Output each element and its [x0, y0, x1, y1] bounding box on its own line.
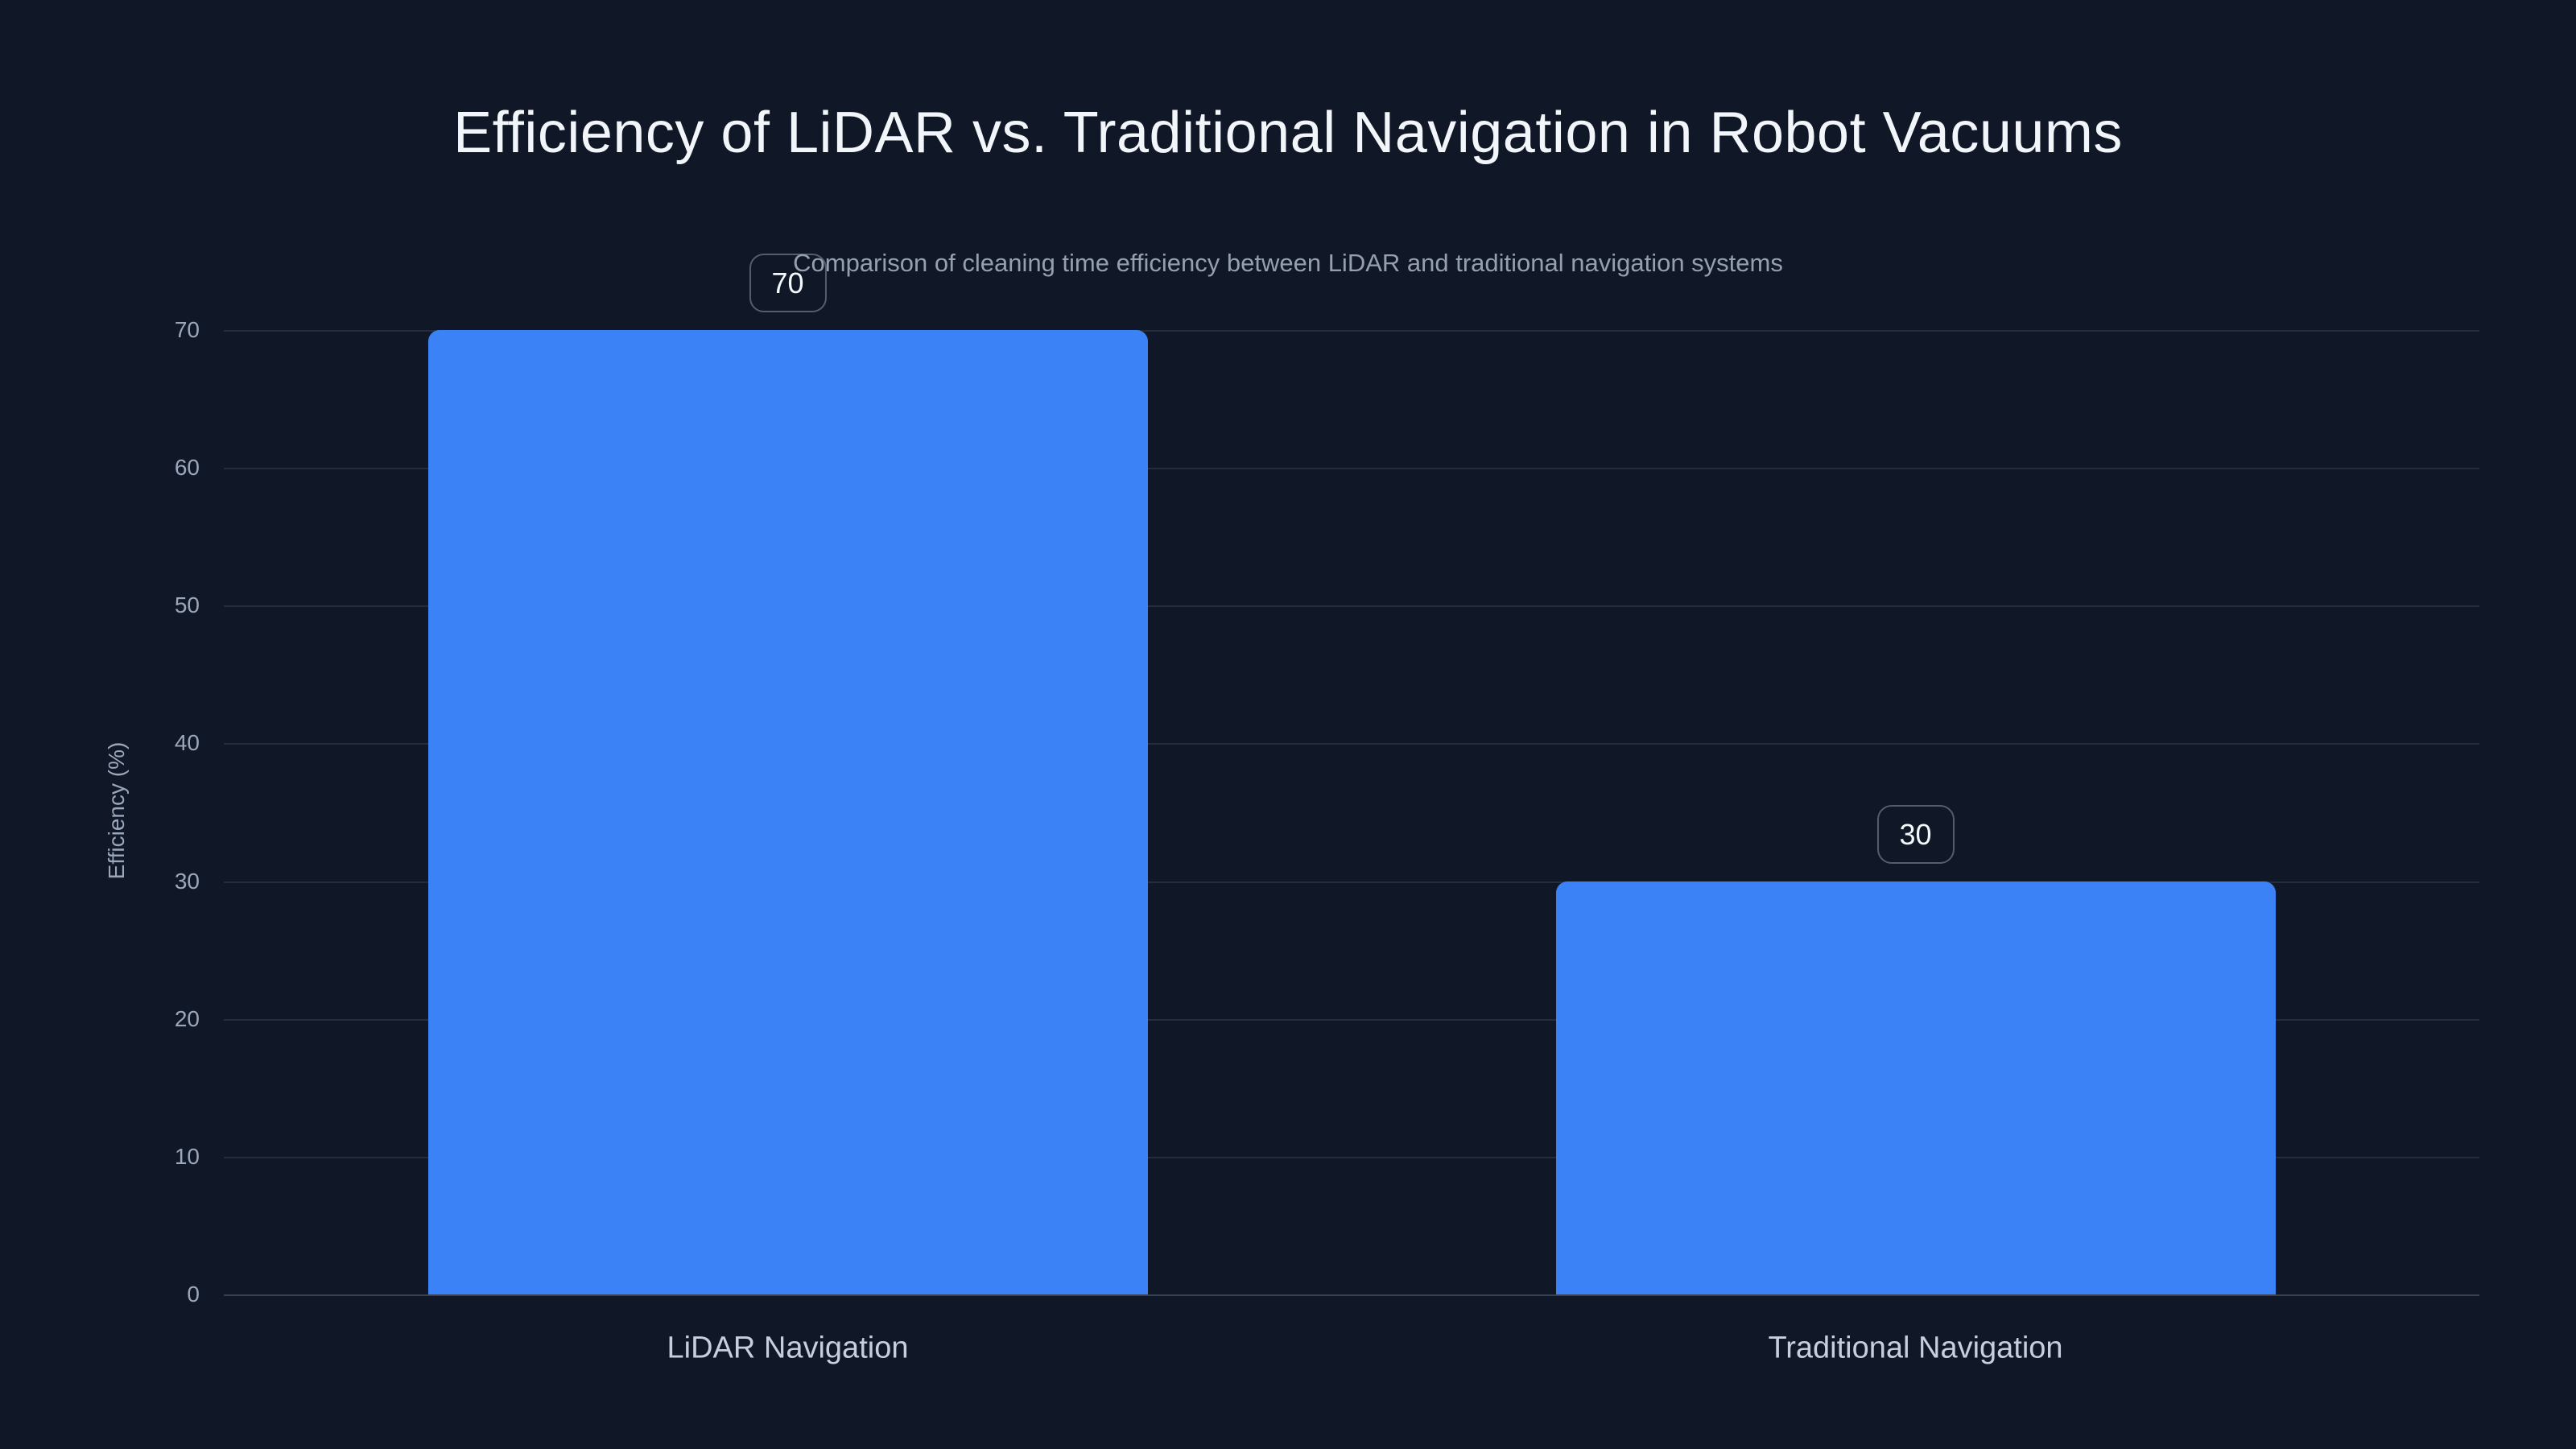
- gridline-y-60: [224, 468, 2479, 470]
- y-tick-label-30: 30: [174, 868, 200, 894]
- gridline-y-40: [224, 743, 2479, 745]
- gridline-y-30: [224, 881, 2479, 883]
- gridline-y-50: [224, 605, 2479, 608]
- gridline-y-20: [224, 1018, 2479, 1021]
- gridline-y-10: [224, 1156, 2479, 1158]
- chart-subtitle: Comparison of cleaning time efficiency b…: [793, 249, 1783, 277]
- y-tick-label-20: 20: [174, 1005, 200, 1031]
- gridline-y-70: [224, 330, 2479, 332]
- plot-area: 0 10 20 30 40 50 60 70 70 LiDAR Navigation 30 Tradi…: [175, 254, 2479, 1365]
- value-badge-70: 70: [749, 254, 827, 312]
- x-category-label-traditional-navigation: Traditional Navigation: [1768, 1331, 2063, 1365]
- value-badge-30: 30: [1876, 804, 1955, 864]
- chart-title: Efficiency of LiDAR vs. Traditional Navi…: [453, 101, 2123, 165]
- y-tick-label-60: 60: [174, 455, 200, 481]
- bar-lidar-navigation[interactable]: [427, 330, 1148, 1294]
- x-axis-line: [224, 1294, 2479, 1296]
- y-tick-label-40: 40: [174, 730, 200, 756]
- y-tick-label-10: 10: [174, 1143, 200, 1169]
- y-tick-label-50: 50: [174, 592, 200, 618]
- y-tick-label-0: 0: [187, 1282, 200, 1307]
- x-category-label-lidar-navigation: LiDAR Navigation: [667, 1331, 909, 1365]
- y-tick-label-70: 70: [174, 317, 200, 342]
- y-axis-title: Efficiency (%): [104, 741, 129, 880]
- bar-traditional-navigation[interactable]: [1555, 881, 2276, 1294]
